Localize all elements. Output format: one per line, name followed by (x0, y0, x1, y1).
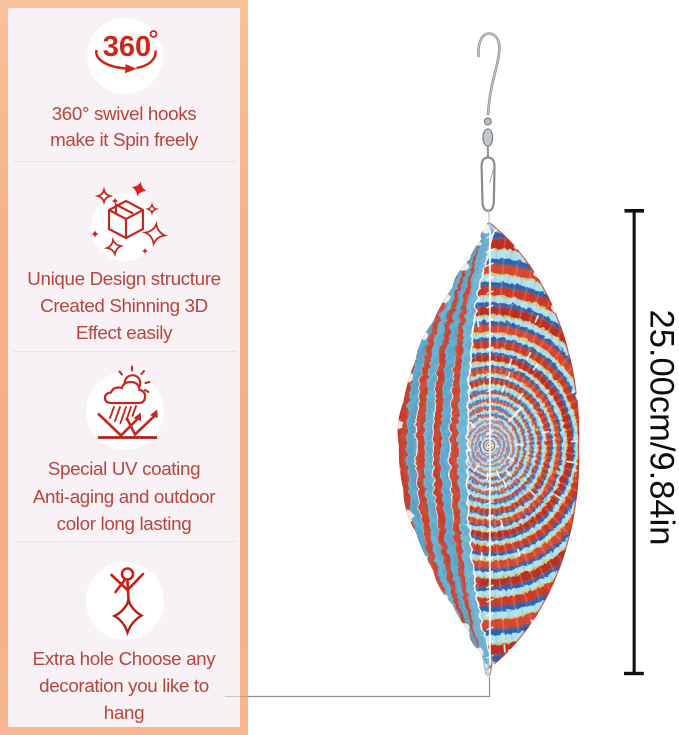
svg-text:360: 360 (103, 31, 151, 63)
svg-text:25.00cm/9.84in: 25.00cm/9.84in (643, 310, 679, 546)
